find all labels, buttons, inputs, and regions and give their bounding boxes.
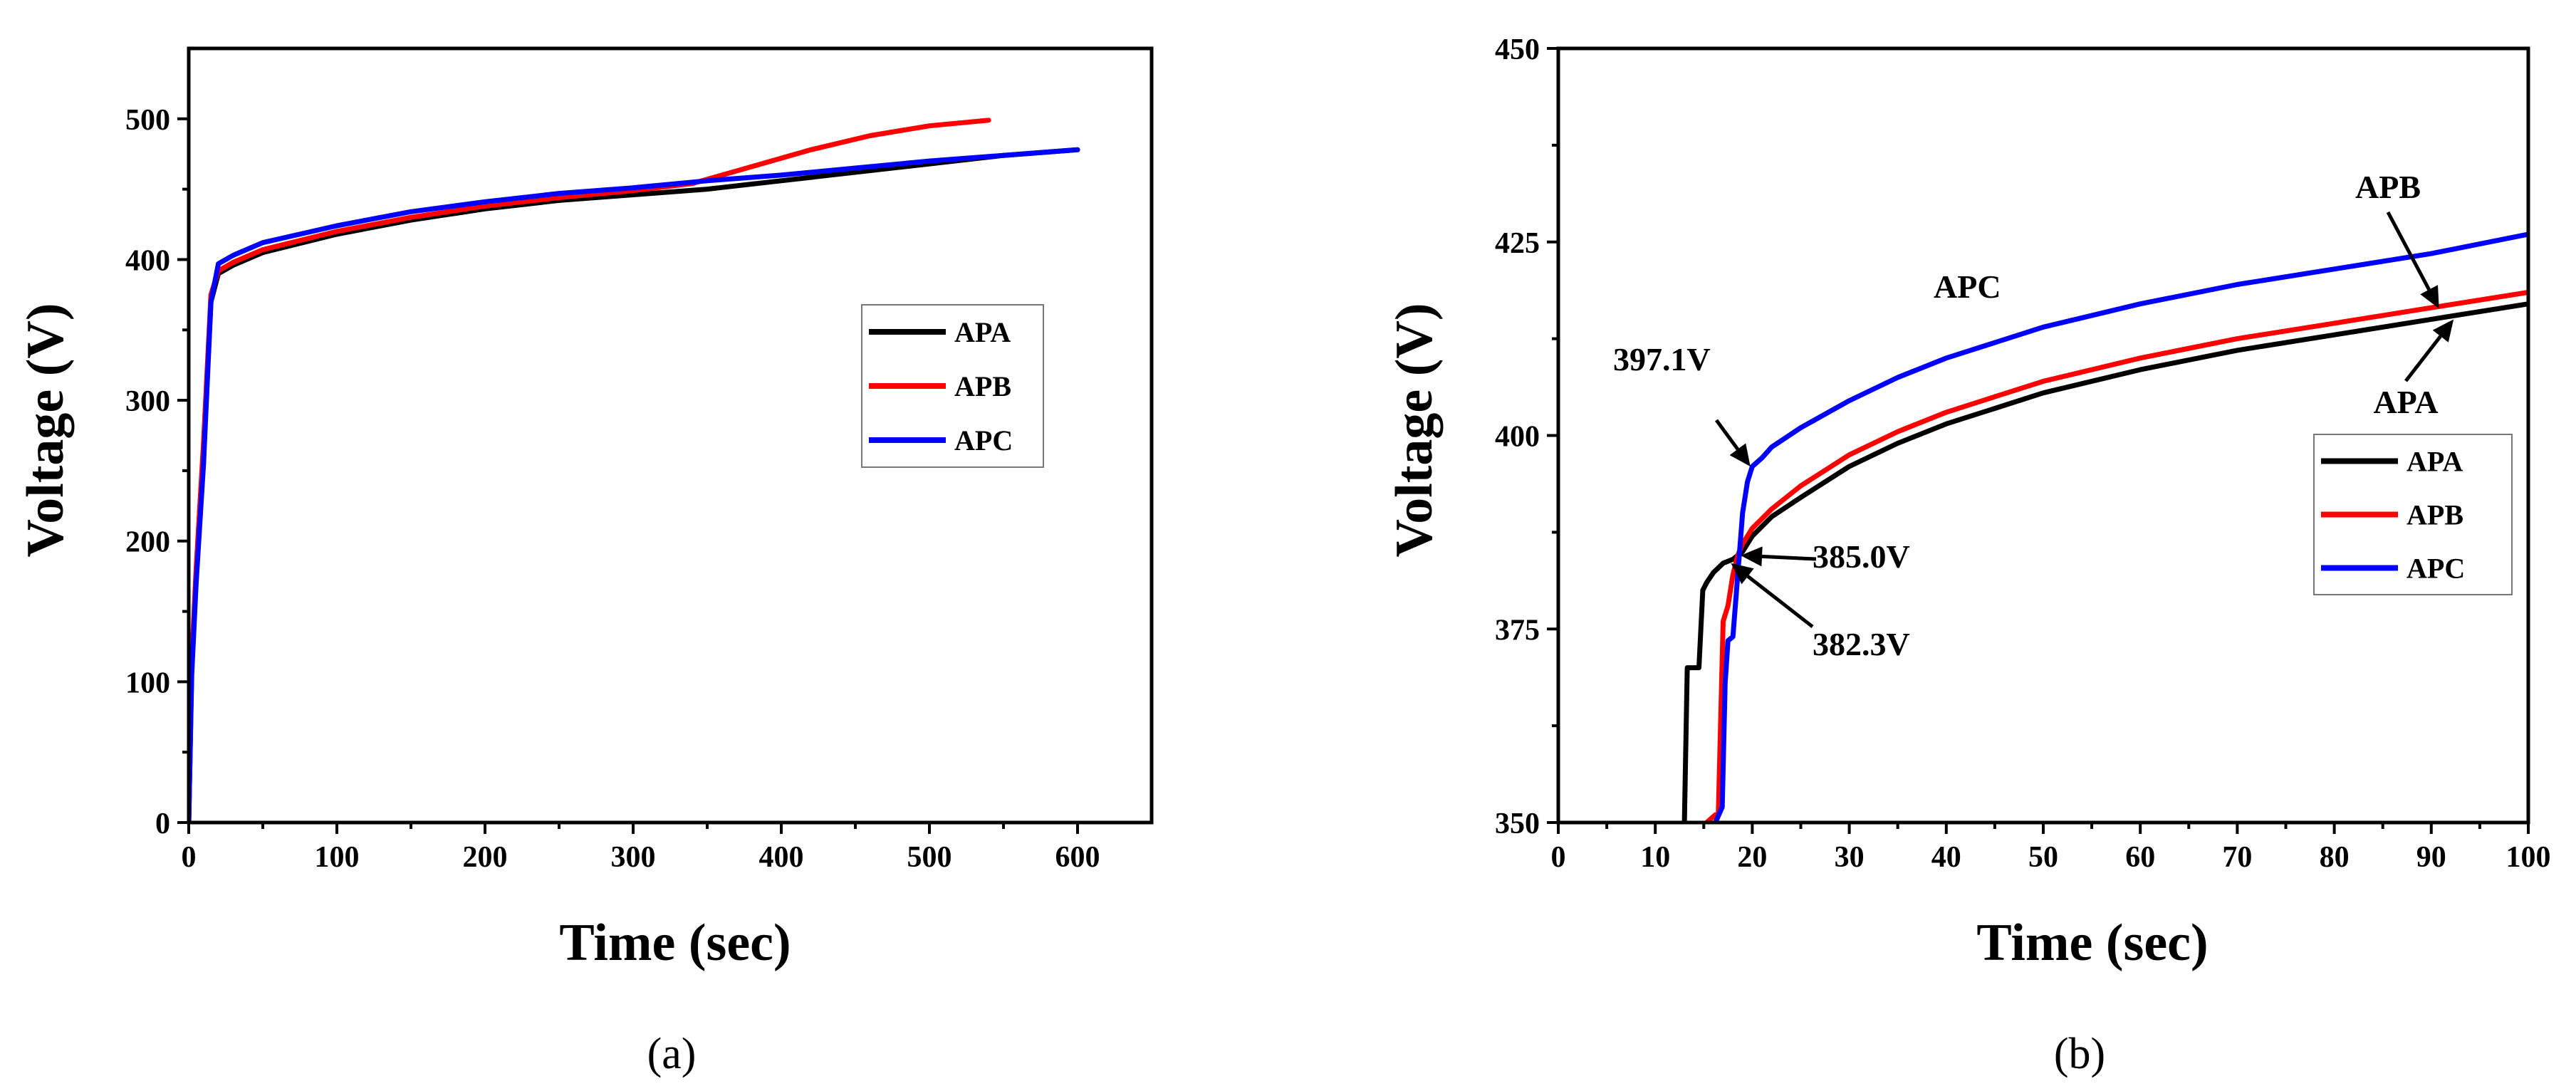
panel-a-x-tick-label: 300 [611, 841, 656, 874]
panel-b-annotation-text: APC [1934, 268, 2001, 305]
panel-b-series-apa [1681, 301, 2528, 823]
panel-a-plot-area: 0 100 200 300 400 500 600 0 100 200 300 400 500 [125, 46, 1154, 874]
panel-a-series-apc [189, 147, 1080, 823]
panel-b-legend: APA APB APC [2313, 434, 2513, 595]
panel-b-x-tick-label: 30 [1835, 841, 1865, 874]
panel-a-legend-label-apa: APA [954, 316, 1011, 348]
panel-b-x-tick-label: 80 [2320, 841, 2350, 874]
panel-b-annotation-text: APB [2355, 169, 2421, 205]
panel-b-series-group [1681, 231, 2528, 823]
panel-b-x-tick-label: 90 [2416, 841, 2446, 874]
panel-b-annotation-arrow-shaft [1746, 575, 1814, 628]
panel-b-legend-label-apa: APA [2406, 446, 2463, 478]
panel-b-legend-label-apb: APB [2406, 499, 2463, 531]
panel-a-y-tick-label: 200 [125, 526, 170, 559]
panel-b-plot-area: 0 10 20 30 40 50 60 70 80 90 100 350 375 400 425 450 [1495, 33, 2551, 874]
panel-a-y-axis-title: Voltage (V) [16, 303, 75, 558]
panel-a-y-tick-label: 500 [125, 104, 170, 137]
panel-b-annotation-arrow-head [2432, 319, 2454, 343]
panel-b-annotations: 397.1V 385.0V 382.3V APC APB APA [1613, 169, 2454, 662]
panel-b-series-apb [1704, 289, 2528, 823]
panel-b-series-apc [1713, 231, 2528, 823]
panel-b-y-tick-label: 350 [1495, 808, 1540, 840]
panel-a-label: (a) [647, 1030, 697, 1078]
panel-a-legend-label-apb: APB [954, 370, 1011, 402]
panel-a-x-tick-label: 0 [182, 841, 197, 874]
panel-b-x-tick-label: 60 [2125, 841, 2155, 874]
panel-b-annotation-arrow-head [2420, 285, 2439, 309]
panel-a-y-tick-label: 400 [125, 244, 170, 277]
panel-b-x-tick-label: 70 [2222, 841, 2252, 874]
panel-b-annotation-arrow [2386, 211, 2439, 309]
panel-b-x-tick-label: 10 [1640, 841, 1670, 874]
panel-a-y-tick-label: 300 [125, 385, 170, 418]
panel-a-x-tick-label: 100 [315, 841, 360, 874]
panel-b-annotation-arrow [1731, 563, 1814, 628]
panel-b-x-tick-label: 20 [1737, 841, 1767, 874]
panel-a-x-tick-label: 400 [759, 841, 804, 874]
panel-b-annotation-arrow-shaft [1714, 419, 1739, 451]
panel-b-annotation-text: APA [2373, 384, 2438, 420]
panel-b-annotation-arrow-head [1729, 443, 1751, 466]
panel-b-y-tick-label: 400 [1495, 421, 1540, 454]
panel-b-y-axis-title: Voltage (V) [1385, 303, 1444, 558]
panel-b-x-axis-title: Time (sec) [1976, 914, 2208, 972]
panel-b-annotation-arrow [2404, 319, 2454, 382]
panel-b-y-tick-label: 450 [1495, 33, 1540, 66]
panel-b-y-tick-label: 375 [1495, 614, 1540, 647]
panel-b-annotation-arrow-shaft [2404, 335, 2442, 382]
panel-a-x-tick-label: 500 [907, 841, 952, 874]
panel-b-chart: 0 10 20 30 40 50 60 70 80 90 100 350 375 400 425 450 AP… [1385, 33, 2551, 1078]
panel-a-legend: APA APB APC [861, 304, 1044, 468]
panel-b-annotation-arrow [1741, 546, 1817, 567]
panel-b-x-tick-label: 50 [2028, 841, 2058, 874]
panel-a-y-tick-label: 100 [125, 667, 170, 699]
panel-b-annotation-arrow-head [1741, 546, 1763, 567]
panel-a-legend-label-apc: APC [954, 424, 1013, 456]
panel-b-y-tick-label: 425 [1495, 227, 1540, 260]
panel-a-series-apb [189, 118, 991, 823]
panel-b-legend-label-apc: APC [2406, 553, 2465, 585]
panel-b-annotation-arrow-shaft [1761, 554, 1817, 561]
panel-b-annotation-text: 385.0V [1813, 538, 1910, 575]
panel-b-x-tick-label: 40 [1931, 841, 1961, 874]
panel-b-annotation-text: 397.1V [1613, 341, 1711, 377]
panel-b-label: (b) [2054, 1030, 2105, 1078]
panel-a-x-axis-title: Time (sec) [559, 914, 791, 972]
panel-b-annotation-arrow [1714, 419, 1751, 466]
panel-a-series-group [189, 118, 1080, 823]
panel-b-annotation-text: 382.3V [1813, 626, 1910, 662]
panel-b-annotation-arrow-shaft [2386, 211, 2431, 291]
panel-a-series-apa [189, 147, 1080, 823]
panel-a-x-tick-label: 200 [463, 841, 508, 874]
panel-a-y-tick-label: 0 [155, 808, 170, 840]
panel-b-x-tick-label: 0 [1551, 841, 1566, 874]
panel-a-x-tick-label: 600 [1055, 841, 1100, 874]
panel-b-annotation-arrow-head [1731, 563, 1754, 585]
panel-b-x-tick-label: 100 [2506, 841, 2551, 874]
panel-a-axes-frame [187, 46, 1154, 825]
